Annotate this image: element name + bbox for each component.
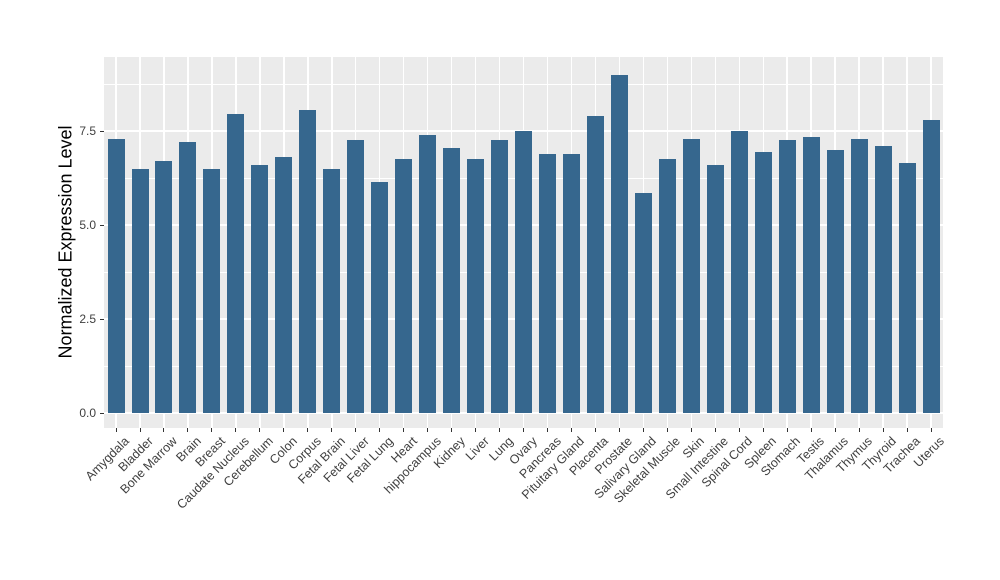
bar (682, 138, 700, 413)
x-tick-mark (738, 428, 740, 432)
bar (251, 164, 269, 413)
x-tick-mark (115, 428, 117, 432)
y-tick-mark (100, 130, 104, 132)
x-tick-mark (307, 428, 309, 432)
bar (874, 146, 892, 413)
bar (778, 140, 796, 413)
bar (658, 159, 676, 413)
x-tick-mark (906, 428, 908, 432)
y-tick-label: 2.5 (79, 312, 96, 326)
bar (299, 110, 317, 413)
x-tick-mark (235, 428, 237, 432)
x-tick-mark (499, 428, 500, 432)
x-tick-mark (139, 428, 141, 432)
bar (491, 140, 508, 413)
x-tick-mark (618, 428, 620, 432)
x-tick-mark (331, 428, 333, 432)
bar (706, 164, 724, 413)
x-tick-mark (547, 428, 548, 432)
x-tick-mark (475, 428, 477, 432)
bar (179, 142, 197, 413)
x-tick-mark (642, 428, 644, 432)
bar (107, 138, 125, 413)
x-tick-mark (427, 428, 429, 432)
x-tick-mark (762, 428, 764, 432)
bar (131, 168, 149, 413)
x-tick-mark (786, 428, 788, 432)
bar (155, 161, 173, 413)
x-tick-mark (355, 428, 357, 432)
x-tick-mark (594, 428, 596, 432)
y-tick-mark (100, 224, 104, 226)
x-tick-mark (379, 428, 381, 432)
y-tick-mark (100, 318, 104, 320)
x-tick-mark (403, 428, 405, 432)
x-tick-mark (211, 428, 213, 432)
x-tick-mark (810, 428, 812, 432)
bar (395, 159, 413, 413)
bar (586, 116, 604, 413)
bar (419, 134, 437, 413)
bar (754, 151, 772, 413)
bar (610, 74, 628, 413)
bar (347, 140, 365, 413)
x-tick-mark (570, 428, 572, 432)
bar (634, 193, 652, 413)
bar (539, 153, 556, 413)
bar (467, 159, 485, 413)
bar (275, 157, 293, 413)
x-tick-mark (690, 428, 692, 432)
bar (826, 149, 844, 413)
x-tick-mark (666, 428, 668, 432)
y-tick-label: 0.0 (79, 406, 96, 420)
x-tick-mark (714, 428, 716, 432)
bar (898, 163, 916, 413)
x-tick-mark (163, 428, 165, 432)
bar (850, 138, 868, 413)
bar (227, 114, 245, 413)
y-tick-label: 5.0 (79, 218, 96, 232)
bar (443, 147, 461, 413)
x-tick-mark (930, 428, 932, 432)
x-tick-mark (858, 428, 860, 432)
x-tick-mark (187, 428, 189, 432)
y-tick-label: 7.5 (79, 124, 96, 138)
plot-panel (104, 57, 943, 428)
bar (730, 131, 748, 413)
x-tick-mark (882, 428, 884, 432)
bar (802, 136, 820, 413)
x-tick-mark (451, 428, 453, 432)
bar (203, 168, 221, 413)
bar (922, 119, 940, 413)
bar (371, 181, 389, 413)
bar (562, 153, 580, 413)
y-tick-mark (100, 412, 104, 414)
x-tick-mark (283, 428, 285, 432)
x-tick-mark (834, 428, 836, 432)
bar (515, 131, 532, 413)
x-tick-mark (259, 428, 261, 432)
x-tick-mark (523, 428, 524, 432)
bar (323, 168, 341, 413)
